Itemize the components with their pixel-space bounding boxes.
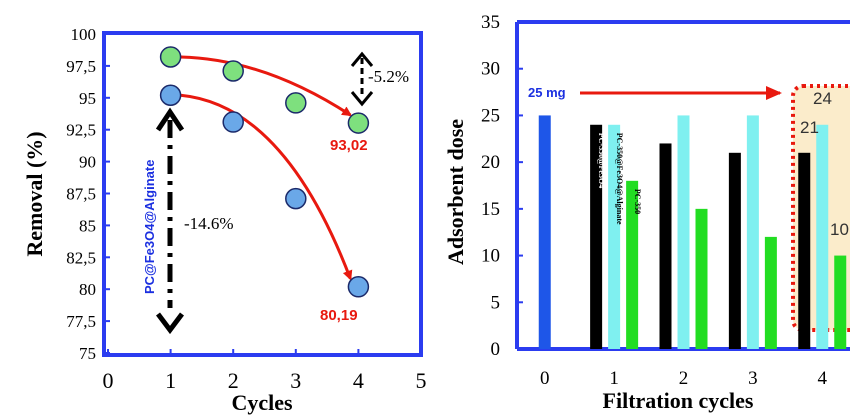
upper-drop-arrowhead-down (350, 91, 374, 107)
left-y-tick-label: 92,5 (66, 121, 96, 140)
trend-arrow-upper (180, 55, 353, 117)
bar-pc-350-fe3o4-alginate-cycle-3 (746, 115, 759, 349)
lower-drop-label: -14.6% (184, 214, 234, 233)
right-y-tick-label: 5 (491, 292, 501, 313)
bar-pc-350-fe3o4-alginate-cycle-1 (608, 124, 621, 350)
right-y-tick-label: 0 (491, 339, 501, 360)
right-x-tick-label: 1 (609, 368, 619, 389)
left-y-tick-label: 75 (79, 344, 96, 363)
bar-pc-350-fe3o4-alginate-cycle-4 (816, 124, 829, 350)
left-x-axis-title: Cycles (231, 390, 293, 415)
data-point-upper (222, 60, 244, 82)
left-y-tick-label: 90 (79, 153, 96, 172)
right-y-tick-label: 25 (481, 105, 500, 126)
upper-drop-label: -5.2% (368, 67, 409, 86)
left-y-tick-label: 85 (79, 216, 96, 235)
data-point-upper (159, 46, 182, 68)
left-x-tick-label: 5 (416, 368, 427, 393)
right-chart: 0 5 10 15 20 25 30 35 0 1 2 3 4 Filtration cycles A… (443, 12, 850, 413)
left-y-tick-label: 80 (79, 280, 96, 299)
data-point-upper (285, 92, 307, 114)
left-y-tick-label: 100 (71, 25, 97, 44)
initial-dose-label: 25 mg (528, 85, 566, 100)
left-x-tick-label: 1 (165, 368, 176, 393)
bar-pc-350-fe3o4-alginate-cycle-2 (677, 115, 690, 349)
right-y-axis-title: Adsorbent dose (443, 119, 468, 265)
left-x-tick-label: 2 (228, 368, 239, 393)
left-x-tick-label: 0 (103, 368, 114, 393)
data-point-lower (222, 111, 244, 133)
data-point-lower (285, 187, 307, 210)
left-y-tick-label: 95 (79, 89, 96, 108)
right-y-tick-label: 10 (481, 246, 500, 267)
bar-pc-350-cycle-2 (695, 208, 708, 349)
bar-pc-350-fe3o4-cycle-1 (590, 124, 603, 350)
bar-pc-350-fe3o4-cycle-2 (659, 143, 672, 349)
right-x-tick-label: 4 (818, 368, 828, 389)
left-y-tick-label: 82,5 (66, 248, 96, 267)
box-value-1: 24 (813, 89, 832, 108)
right-x-axis-title: Filtration cycles (603, 388, 754, 413)
bar-pc-350-cycle-4 (834, 255, 847, 349)
bar-series-label: PC-350@Fe3O4@Alginate (615, 133, 624, 225)
right-y-tick-label: 20 (481, 152, 500, 173)
bar-series-label: PC-350@Fe3O4 (597, 133, 606, 188)
box-value-3: 10 (830, 220, 849, 239)
left-y-tick-label: 97,5 (66, 57, 96, 76)
left-x-tick-label: 3 (290, 368, 301, 393)
upper-end-value: 93,02 (330, 137, 368, 154)
bar-initial-cycle-0 (538, 115, 551, 349)
right-y-tick-label: 35 (481, 12, 500, 33)
lower-drop-arrowhead-up (155, 107, 185, 132)
data-point-upper (347, 112, 370, 134)
left-y-tick-label: 87,5 (66, 185, 96, 204)
upper-drop-arrowhead-up (350, 51, 374, 67)
bar-pc-350-fe3o4-cycle-3 (728, 152, 741, 349)
right-x-tick-label: 2 (679, 368, 689, 389)
data-point-lower (347, 276, 370, 298)
right-x-tick-label: 3 (748, 368, 758, 389)
lower-drop-arrowhead-down (156, 312, 184, 335)
bar-series-label: PC-350 (633, 189, 642, 214)
right-y-tick-label: 30 (481, 59, 500, 80)
left-y-axis-title: Removal (%) (22, 131, 47, 256)
left-chart: 75 77,5 80 82,5 85 87,5 90 92,5 95 97,5 100 0 1 2 3 4 5… (22, 25, 427, 415)
bar-pc-350-fe3o4-cycle-4 (798, 152, 811, 349)
box-value-2: 21 (800, 118, 819, 137)
data-point-lower (159, 84, 182, 106)
bar-pc-350-cycle-1 (626, 180, 639, 349)
right-x-tick-label: 0 (540, 368, 550, 389)
bar-pc-350-cycle-3 (764, 236, 777, 349)
left-y-tick-label: 77,5 (66, 312, 96, 331)
left-x-tick-label: 4 (353, 368, 364, 393)
right-y-tick-label: 15 (481, 199, 500, 220)
series-label: PC@Fe3O4@Alginate (142, 160, 157, 294)
trend-arrow-lower (180, 93, 353, 281)
lower-end-value: 80,19 (320, 307, 358, 324)
